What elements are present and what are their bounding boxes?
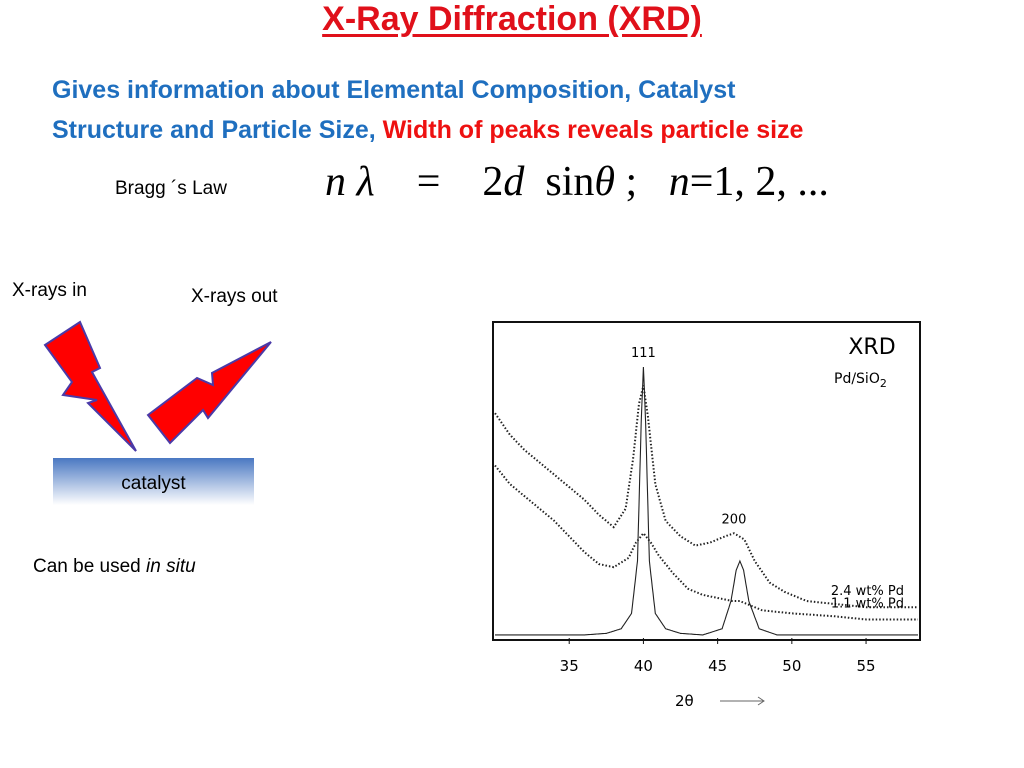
eq-theta: θ xyxy=(594,159,616,205)
x-tick-label: 50 xyxy=(782,657,801,675)
eq-d: d xyxy=(503,159,525,205)
subtitle: Gives information about Elemental Compos… xyxy=(52,70,1012,150)
eq-semicolon: ; xyxy=(625,159,638,205)
subtitle-line2-red: Width of peaks reveals particle size xyxy=(382,116,804,144)
catalyst-label: catalyst xyxy=(121,473,186,494)
xrd-series-3 xyxy=(495,366,918,636)
lightning-bolt-out-icon xyxy=(146,341,272,445)
chart-title: XRD xyxy=(848,335,895,360)
in-situ-note: Can be used in situ xyxy=(33,556,196,578)
subtitle-line2: Structure and Particle Size, Width of pe… xyxy=(52,110,1012,150)
bragg-equation: n λ = 2d sinθ ; n=1, 2, ... xyxy=(325,158,829,206)
lightning-bolt-in-icon xyxy=(43,320,137,452)
chart-subtitle-sub: 2 xyxy=(880,377,887,390)
peak-label: 200 xyxy=(722,512,747,527)
in-situ-italic: in situ xyxy=(146,556,196,577)
chart-subtitle: Pd/SiO2 xyxy=(834,371,887,390)
in-situ-prefix: Can be used xyxy=(33,556,147,577)
page-title: X-Ray Diffraction (XRD) xyxy=(322,0,702,38)
x-tick-label: 35 xyxy=(560,657,579,675)
eq-equals: = xyxy=(416,159,441,205)
x-tick-label: 55 xyxy=(857,657,876,675)
series-label: 2.4 wt% Pd xyxy=(831,584,904,599)
x-axis-label: 2θ xyxy=(675,692,694,710)
eq-lambda: λ xyxy=(356,159,375,205)
eq-sin: sin xyxy=(545,159,595,205)
eq-two: 2 xyxy=(482,159,504,205)
xray-bolts xyxy=(43,320,272,452)
eq-tail: =1, 2, ... xyxy=(689,159,829,205)
bragg-law-label: Bragg ´s Law xyxy=(115,178,227,199)
xrays-out-label: X-rays out xyxy=(191,286,278,307)
subtitle-line1: Gives information about Elemental Compos… xyxy=(52,76,736,104)
chart-frame xyxy=(492,321,921,641)
peak-label: 111 xyxy=(631,346,656,361)
eq-n: n xyxy=(325,159,346,205)
eq-n2: n xyxy=(668,159,690,205)
xrays-in-label: X-rays in xyxy=(12,280,87,301)
subtitle-line2-blue: Structure and Particle Size, xyxy=(52,116,376,144)
series-label: 1.1 wt% Pd xyxy=(831,597,904,612)
chart-subtitle-main: Pd/SiO xyxy=(834,371,880,387)
x-tick-label: 40 xyxy=(634,657,653,675)
catalyst-surface: catalyst xyxy=(53,458,254,505)
xrd-chart: 35 40 45 50 55 111 200 2.4 wt% Pd1.1 wt% Pd XR… xyxy=(492,321,921,710)
x-tick-label: 45 xyxy=(708,657,727,675)
x-axis-arrowhead xyxy=(757,696,765,706)
